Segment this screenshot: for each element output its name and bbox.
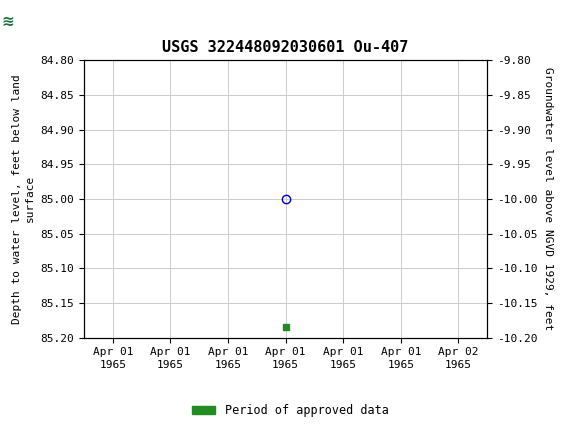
Text: ≋: ≋ — [1, 14, 14, 29]
Y-axis label: Depth to water level, feet below land
surface: Depth to water level, feet below land su… — [12, 74, 35, 324]
Text: USGS: USGS — [44, 12, 99, 31]
FancyBboxPatch shape — [3, 3, 61, 42]
Title: USGS 322448092030601 Ou-407: USGS 322448092030601 Ou-407 — [162, 40, 409, 55]
Y-axis label: Groundwater level above NGVD 1929, feet: Groundwater level above NGVD 1929, feet — [543, 67, 553, 331]
FancyBboxPatch shape — [2, 3, 41, 42]
Text: ≡USGS: ≡USGS — [3, 14, 74, 31]
Legend: Period of approved data: Period of approved data — [187, 399, 393, 422]
